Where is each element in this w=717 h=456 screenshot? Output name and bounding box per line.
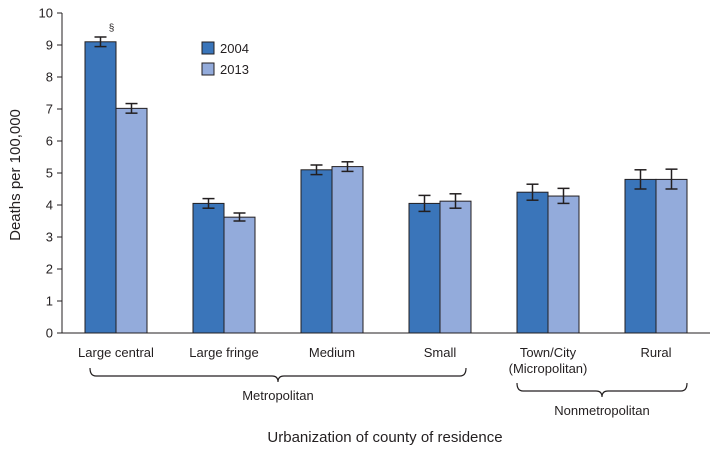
y-tick-label: 9 [46,38,53,53]
x-axis-title: Urbanization of county of residence [267,429,502,446]
y-tick-label: 3 [46,230,53,245]
nonmetropolitan-group-label: Nonmetropolitan [554,403,649,418]
y-tick-label: 0 [46,326,53,341]
y-tick-label: 2 [46,262,53,277]
bars: § [84,23,688,334]
bar-2013 [331,166,364,334]
x-tick-label: Small [424,345,457,360]
y-tick-label: 10 [39,6,53,21]
bar-2004 [300,169,333,334]
x-tick-label: Large central [78,345,154,360]
bar-2004 [84,41,117,334]
legend-swatch-2004 [201,41,215,55]
bar-2004 [624,178,657,334]
bar-2004 [408,202,441,334]
x-tick-label: Town/City [520,345,577,360]
bar-2013 [439,200,472,334]
metropolitan-group-bracket [89,367,467,383]
bar-2004 [516,191,549,334]
group-brackets: Metropolitan Nonmetropolitan [89,367,688,418]
x-tick-label: Medium [309,345,355,360]
y-axis: 0 1 2 3 4 5 6 7 8 9 10 [39,6,63,341]
y-tick-label: 7 [46,102,53,117]
bar-2013 [655,178,688,334]
legend-label-2004: 2004 [220,41,249,56]
bar-2013 [115,107,148,334]
y-tick-label: 1 [46,294,53,309]
bar-2013 [547,195,580,334]
y-tick-label: 6 [46,134,53,149]
y-tick-label: 5 [46,166,53,181]
bar-2004 [192,202,225,334]
annotation-footnote: § [109,23,115,34]
x-axis: Large central Large fringe Medium Small Town… [62,332,710,376]
x-tick-label: (Micropolitan) [509,361,588,376]
y-axis-title: Deaths per 100,000 [7,109,24,241]
y-tick-label: 4 [46,198,53,213]
y-tick-label: 8 [46,70,53,85]
bar-2013 [223,216,256,334]
x-tick-label: Large fringe [189,345,258,360]
x-tick-label: Rural [640,345,671,360]
legend: 2004 2013 [201,41,249,77]
legend-swatch-2013 [201,62,215,76]
legend-label-2013: 2013 [220,62,249,77]
nonmetropolitan-group-bracket [516,382,688,398]
metropolitan-group-label: Metropolitan [242,388,314,403]
